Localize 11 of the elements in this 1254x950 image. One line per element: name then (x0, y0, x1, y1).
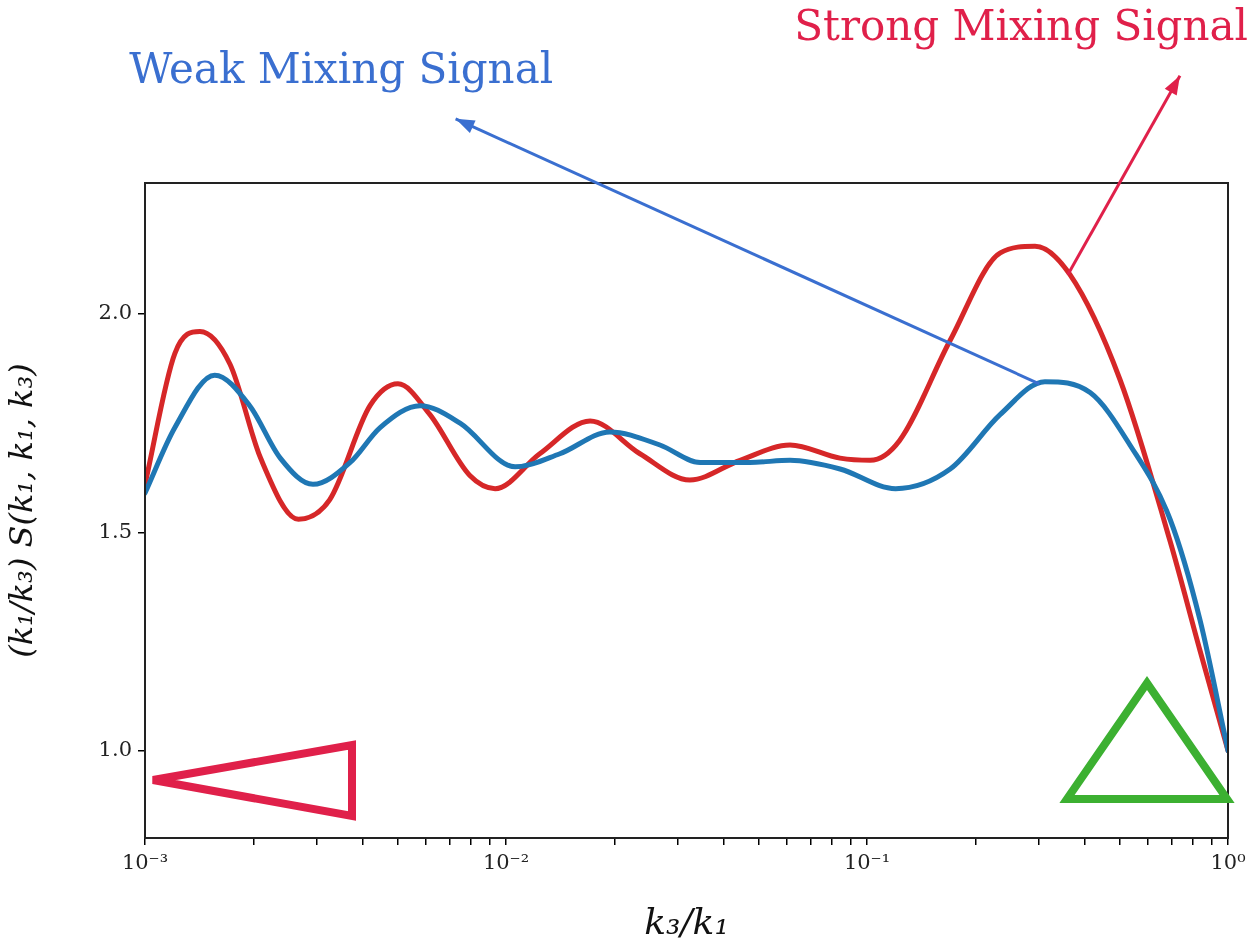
y-tick-label: 1.0 (98, 737, 132, 762)
x-axis-title: k₃/k₁ (644, 900, 729, 942)
y-tick-label: 1.5 (98, 518, 132, 543)
x-tick-label: 10⁻² (482, 850, 530, 875)
annotation: Strong Mixing Signal (794, 0, 1249, 50)
y-axis-title: (k₁/k₃) S(k₁, k₁, k₃) (1, 363, 40, 658)
y-tick-label: 2.0 (98, 300, 132, 325)
x-tick-label: 10⁻¹ (843, 850, 891, 875)
annotation: Weak Mixing Signal (129, 43, 554, 93)
x-tick-label: 10⁰ (1210, 850, 1246, 875)
x-tick-label: 10⁻³ (121, 850, 169, 875)
